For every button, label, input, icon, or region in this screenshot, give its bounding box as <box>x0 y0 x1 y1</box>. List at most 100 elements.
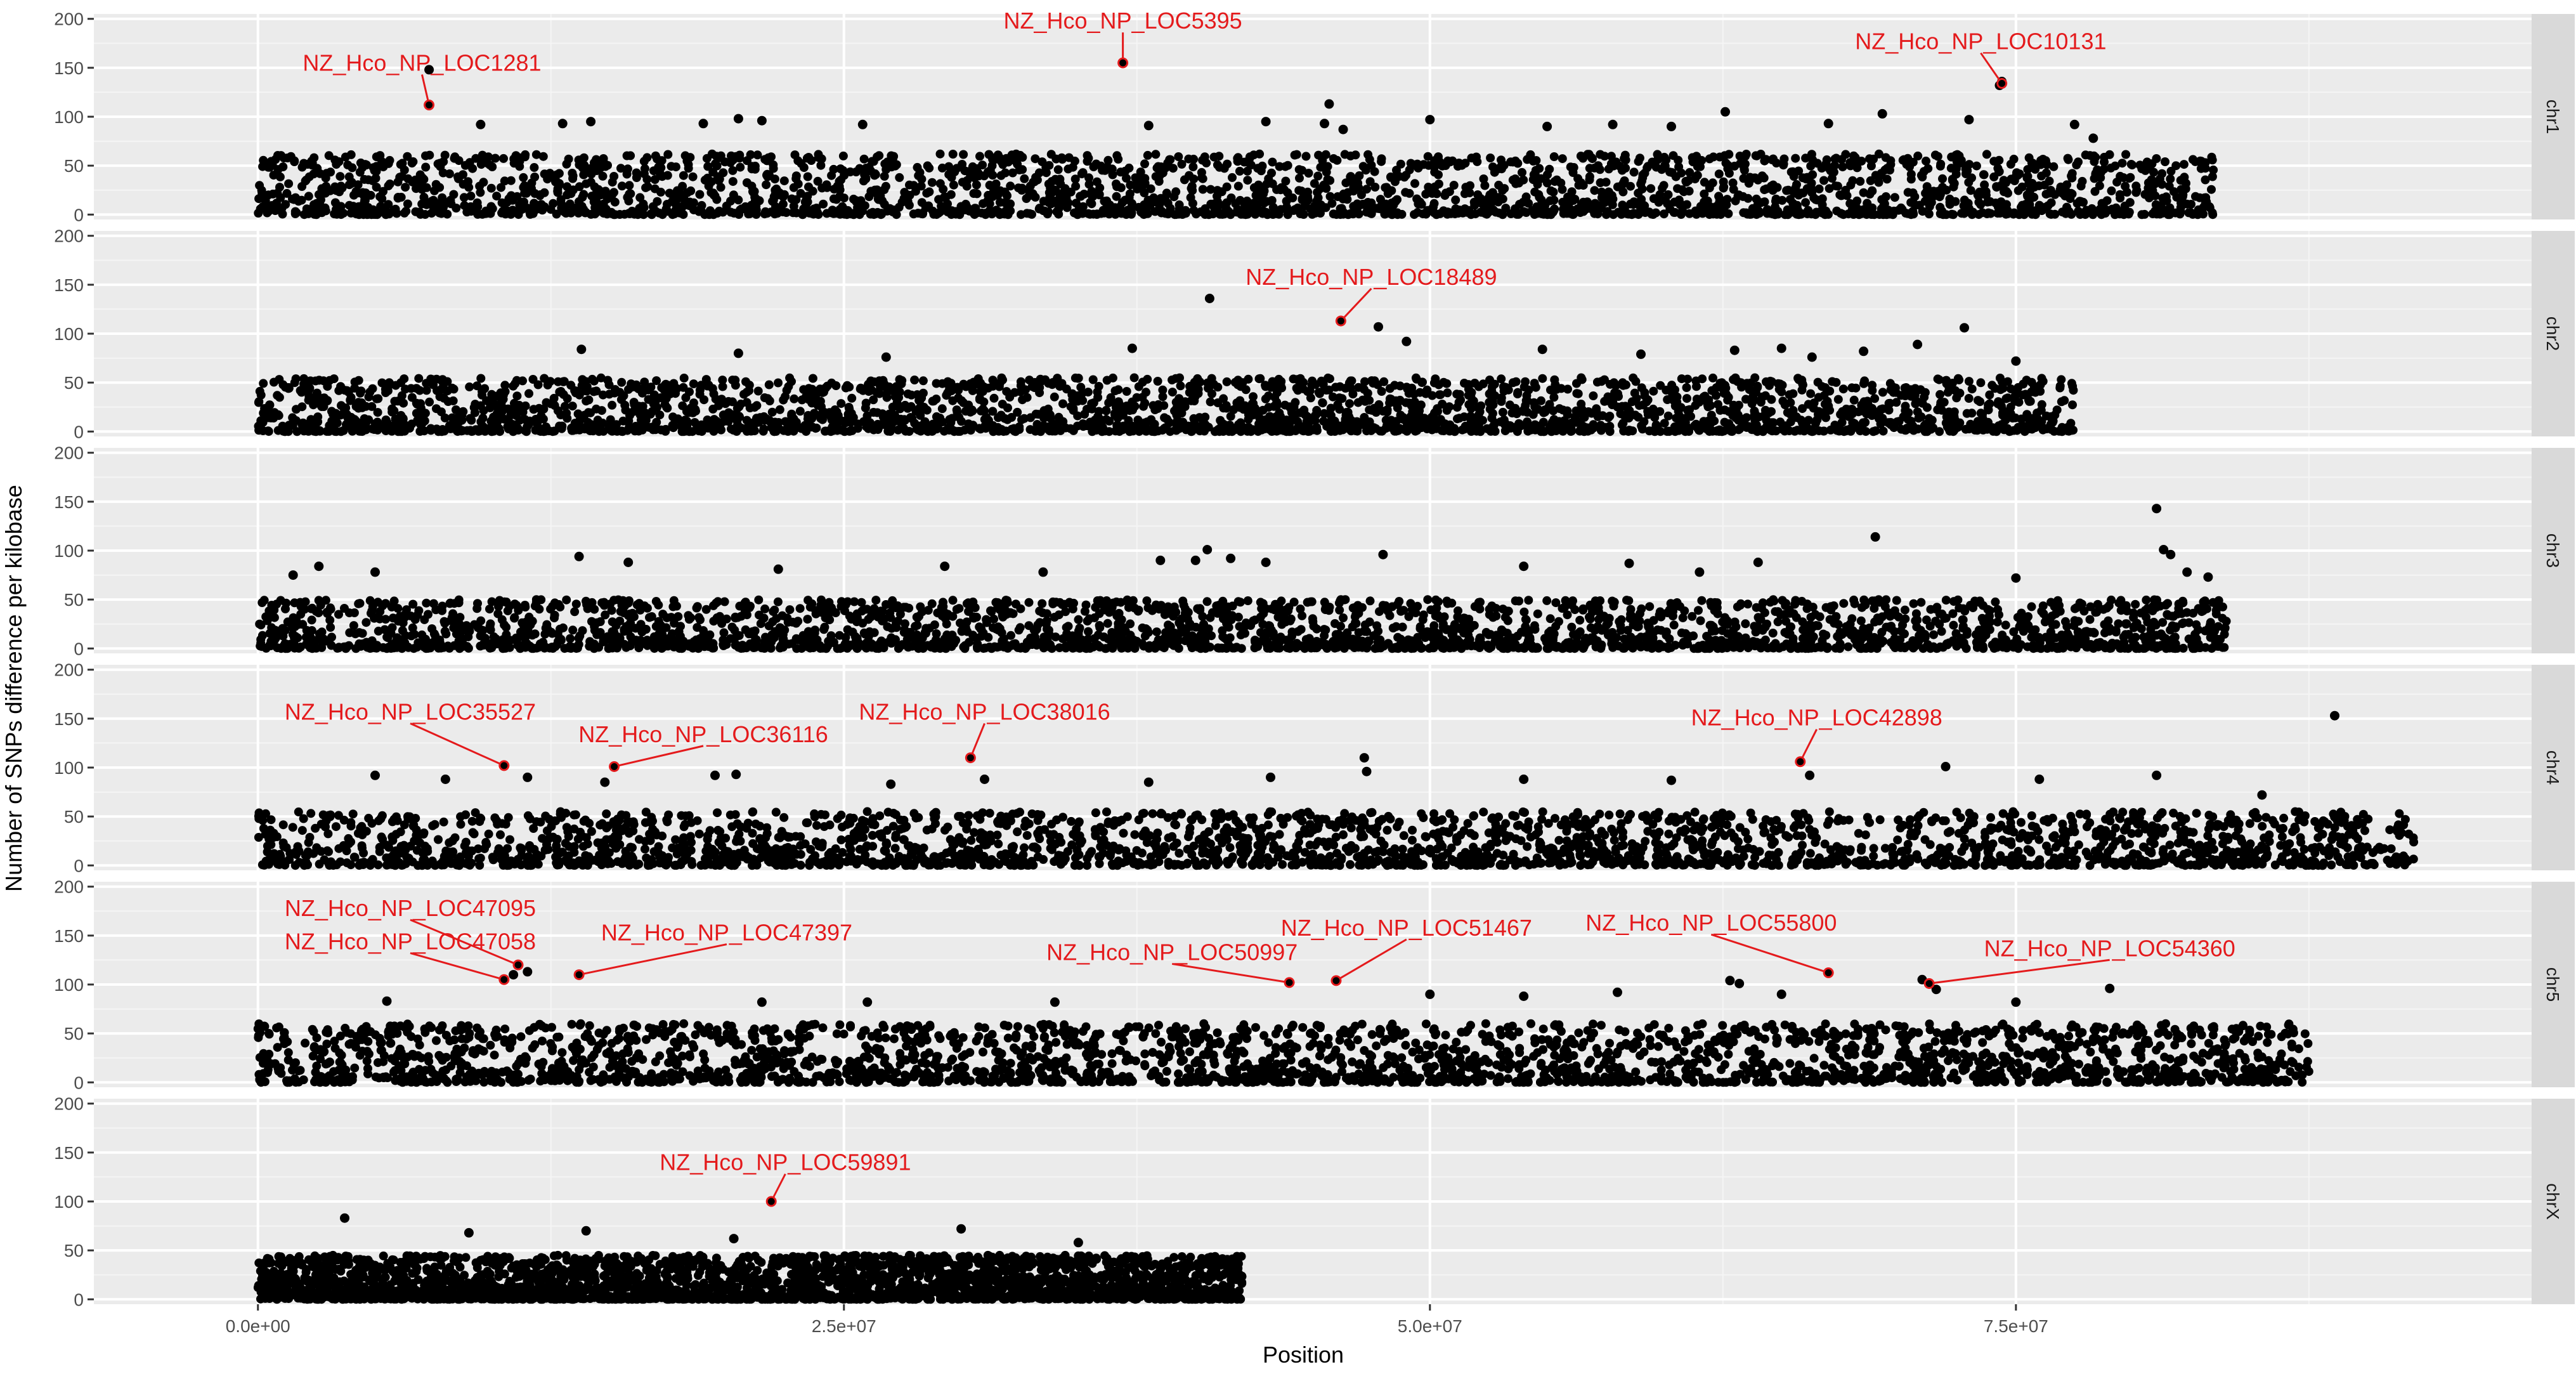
snp-point <box>476 417 485 426</box>
y-tick-label: 100 <box>54 324 84 344</box>
snp-point <box>532 150 541 159</box>
snp-point <box>714 176 723 185</box>
snp-point <box>1833 182 1842 191</box>
snp-point <box>476 188 485 197</box>
snp-point <box>1992 182 2001 191</box>
snp-point <box>905 427 914 436</box>
snp-point <box>946 418 955 427</box>
snp-point <box>1660 419 1669 428</box>
snp-point <box>1362 185 1371 193</box>
snp-point <box>1647 210 1656 219</box>
snp-point <box>1370 183 1379 192</box>
snp-point <box>350 384 359 393</box>
snp-point <box>1965 160 1974 169</box>
snp-point <box>1200 152 1209 161</box>
snp-point <box>981 210 990 219</box>
snp-point <box>828 206 837 214</box>
snp-point <box>1050 393 1059 402</box>
snp-point <box>1723 164 1732 173</box>
snp-point <box>669 423 678 432</box>
snp-point <box>1604 164 1613 173</box>
snp-point <box>1089 376 1098 384</box>
snp-point <box>1460 379 1469 388</box>
snp-point <box>1388 199 1396 207</box>
snp-point <box>1523 391 1532 400</box>
snp-point <box>1445 402 1454 411</box>
snp-point <box>2095 205 2104 214</box>
snp-point <box>1618 421 1627 429</box>
snp-point <box>1700 197 1708 206</box>
snp-point <box>292 374 301 383</box>
snp-point <box>673 206 682 214</box>
snp-point <box>1227 193 1236 202</box>
snp-point <box>733 421 742 429</box>
snp-point <box>1729 178 1738 187</box>
snp-outlier-point <box>1667 122 1676 131</box>
snp-point <box>609 172 618 181</box>
snp-point <box>799 385 808 394</box>
snp-point <box>1677 210 1686 219</box>
snp-point <box>1110 410 1119 419</box>
snp-point <box>1047 150 1056 159</box>
snp-point <box>1724 209 1733 218</box>
snp-point <box>575 182 584 191</box>
snp-point <box>477 160 486 169</box>
snp-point <box>1218 187 1226 196</box>
snp-point <box>1226 412 1235 421</box>
snp-point <box>1684 426 1693 435</box>
snp-point <box>1694 157 1703 166</box>
snp-point <box>1957 159 1966 167</box>
snp-point <box>997 171 1006 180</box>
snp-point <box>944 162 953 171</box>
snp-point <box>1890 193 1899 202</box>
snp-point <box>790 183 798 192</box>
snp-point <box>335 172 344 181</box>
snp-point <box>554 188 563 197</box>
snp-point <box>1014 183 1023 192</box>
snp-point <box>427 197 436 206</box>
snp-point <box>953 164 961 173</box>
snp-point <box>443 199 452 207</box>
snp-point <box>1570 412 1579 421</box>
snp-point <box>1268 158 1277 167</box>
snp-point <box>1909 188 1918 197</box>
snp-point <box>792 209 801 218</box>
snp-point <box>1513 427 1522 436</box>
snp-point <box>916 168 925 177</box>
snp-point <box>1128 199 1136 208</box>
snp-point <box>839 152 848 160</box>
y-tick-label: 0 <box>74 205 84 225</box>
snp-point <box>530 405 538 414</box>
snp-point <box>803 411 812 420</box>
snp-point <box>804 183 813 192</box>
snp-point <box>330 155 339 164</box>
snp-point <box>864 192 873 201</box>
snp-point <box>1499 383 1508 391</box>
snp-point <box>1607 152 1616 160</box>
snp-point <box>530 163 538 172</box>
snp-point <box>1499 408 1507 417</box>
snp-point <box>757 414 766 422</box>
snp-outlier-point <box>1542 122 1552 131</box>
snp-point <box>1024 186 1033 195</box>
snp-point <box>1188 199 1197 208</box>
snp-point <box>1613 403 1622 412</box>
snp-point <box>836 176 845 185</box>
snp-point <box>1812 195 1821 204</box>
snp-point <box>1408 415 1417 424</box>
snp-point <box>302 420 311 429</box>
snp-point <box>847 394 856 403</box>
snp-point <box>651 185 660 193</box>
snp-point <box>1071 374 1080 383</box>
snp-point <box>868 157 876 166</box>
snp-point <box>1243 167 1252 176</box>
snp-point <box>1590 186 1599 195</box>
snp-point <box>1976 378 1985 387</box>
snp-point <box>1856 177 1864 186</box>
snp-point <box>1637 176 1646 185</box>
snp-point <box>264 204 273 213</box>
snp-point <box>816 397 825 406</box>
snp-point <box>1604 190 1613 199</box>
snp-point <box>445 169 454 178</box>
